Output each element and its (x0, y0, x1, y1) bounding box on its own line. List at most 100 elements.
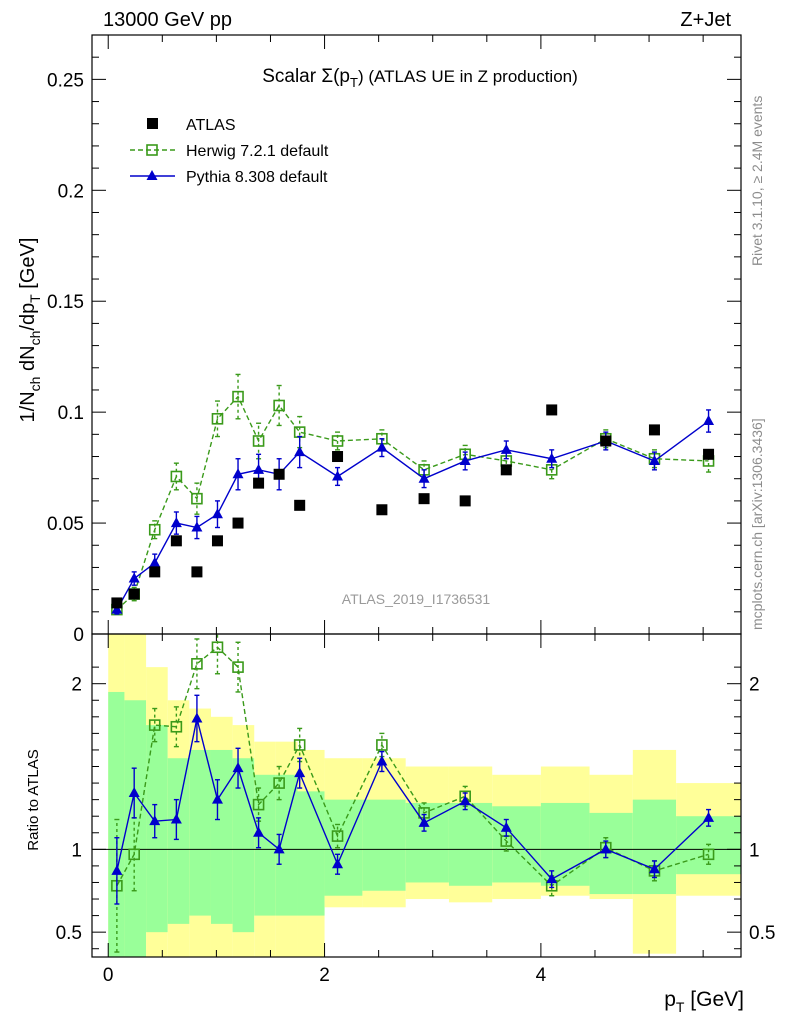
energy-label: 13000 GeV pp (103, 9, 232, 31)
pythia-ratio-point (191, 712, 203, 723)
atlas-data-point (253, 477, 265, 489)
rivet-label: Rivet 3.1.10, ≥ 2.4M events (749, 96, 765, 266)
pythia-ratio-point (648, 863, 660, 874)
x-label-main: p (664, 988, 676, 1011)
herwig-ratio-point (376, 739, 388, 751)
y-axis-label: 1/Nch dNch/dpT [GeV] (17, 238, 43, 423)
band-inner (362, 799, 406, 891)
atlas-data-point (211, 535, 223, 547)
herwig-main-point (170, 470, 183, 483)
atlas-data-point (376, 504, 388, 516)
ratio-frame (91, 633, 742, 958)
pythia-ratio-point (703, 811, 715, 822)
band-inner (254, 774, 276, 916)
axis-ticks: 0 0.05 0.1 0.15 0.2 0.25 0 2 4 0.5 0.5 1 1 2 2 (47, 35, 775, 986)
pythia-ratio-point (111, 864, 123, 875)
atlas-data-point (648, 424, 660, 436)
band-inner (146, 725, 168, 933)
main-y-tick-label: 0.25 (47, 70, 84, 91)
ratio-y-tick-label-left: 0.5 (56, 923, 82, 944)
pythia-main-point (648, 454, 660, 465)
pythia-main-point (149, 557, 161, 568)
x-axis-label: pT [GeV] (664, 988, 744, 1015)
ratio-panel-series (111, 634, 715, 953)
pythia-ratio-point (149, 815, 161, 826)
pythia-ratio-point (418, 816, 430, 827)
atlas-data-point (294, 499, 306, 511)
y-label-unit: [GeV] (17, 238, 39, 295)
pythia-main-point (703, 415, 715, 426)
ratio-uncertainty-bands (108, 634, 741, 957)
title-sub: T (350, 75, 358, 90)
herwig-main-point (232, 390, 244, 403)
atlas-data-point (191, 566, 203, 578)
herwig-main-point (211, 413, 224, 425)
atlas-data-point (111, 597, 123, 609)
band-inner (275, 774, 298, 916)
herwig-main-point (148, 523, 161, 536)
pythia-main-point (459, 454, 471, 465)
main-y-tick-label: 0.1 (58, 403, 84, 424)
legend-marker-herwig (146, 144, 158, 156)
ratio-x-tick-label: 0 (103, 965, 114, 986)
band-inner (124, 700, 147, 957)
main-y-tick-label: 0.2 (58, 181, 84, 202)
analysis-watermark: ATLAS_2019_I1736531 (342, 591, 491, 607)
atlas-data-point (149, 566, 161, 578)
pythia-main-point (211, 508, 223, 519)
pythia-main-point (170, 517, 182, 528)
pythia-main-point (191, 521, 203, 532)
main-y-tick-label: 0.15 (47, 292, 84, 313)
atlas-data-point (273, 468, 285, 480)
ratio-x-tick-label: 2 (319, 965, 330, 986)
process-label: Z+Jet (680, 9, 731, 31)
mcplots-label: mcplots.cern.ch [arXiv:1306.3436] (749, 418, 765, 630)
ratio-x-tick-label: 4 (536, 965, 547, 986)
main-y-tick-label: 0 (73, 625, 84, 646)
x-label-unit: [GeV] (684, 988, 744, 1011)
atlas-data-point (232, 517, 244, 529)
legend-marker-pythia (146, 170, 158, 180)
atlas-data-point (546, 404, 558, 416)
pythia-main-line (116, 420, 709, 610)
herwig-ratio-point (148, 719, 161, 731)
pythia-main-point (376, 441, 388, 452)
pythia-ratio-point (253, 826, 265, 837)
atlas-data-point (332, 451, 344, 463)
herwig-ratio-point (252, 798, 265, 811)
main-panel-series (111, 373, 715, 616)
pythia-main-point (253, 463, 265, 474)
herwig-ratio-point (211, 641, 224, 654)
plot-title: Scalar Σ(pT) (ATLAS UE in Z production) (262, 66, 578, 90)
main-y-tick-label: 0.05 (47, 514, 84, 535)
ratio-y-tick-label-right: 1 (749, 840, 760, 861)
pythia-ratio-point (500, 821, 512, 832)
legend-label-atlas: ATLAS (186, 117, 236, 134)
atlas-data-point (128, 588, 140, 600)
pythia-ratio-point (600, 843, 612, 854)
pythia-main-point (232, 468, 244, 479)
herwig-ratio-point (293, 739, 306, 751)
pythia-main-point (128, 572, 140, 583)
ratio-y-tick-label-right: 0.5 (749, 923, 775, 944)
legend: ATLAS Herwig 7.2.1 default Pythia 8.308 … (130, 117, 329, 186)
herwig-main-line (116, 395, 709, 611)
pythia-ratio-point (294, 767, 306, 778)
ratio-y-axis-label: Ratio to ATLAS (25, 749, 42, 850)
pythia-main-point (294, 446, 306, 457)
herwig-main-point (273, 399, 285, 412)
pythia-ratio-point (211, 793, 223, 804)
title-prefix: Scalar Σ(p (262, 66, 350, 87)
pythia-ratio-point (376, 755, 388, 766)
ratio-y-tick-label-right: 2 (749, 675, 760, 696)
band-inner (448, 802, 493, 886)
herwig-main-point (191, 492, 203, 505)
herwig-ratio-point (232, 661, 244, 673)
pythia-ratio-point (459, 795, 471, 806)
band-inner (297, 791, 325, 916)
atlas-data-point (418, 493, 430, 505)
atlas-data-point (600, 435, 612, 447)
pythia-main-point (332, 470, 344, 481)
atlas-data-point (500, 464, 512, 476)
